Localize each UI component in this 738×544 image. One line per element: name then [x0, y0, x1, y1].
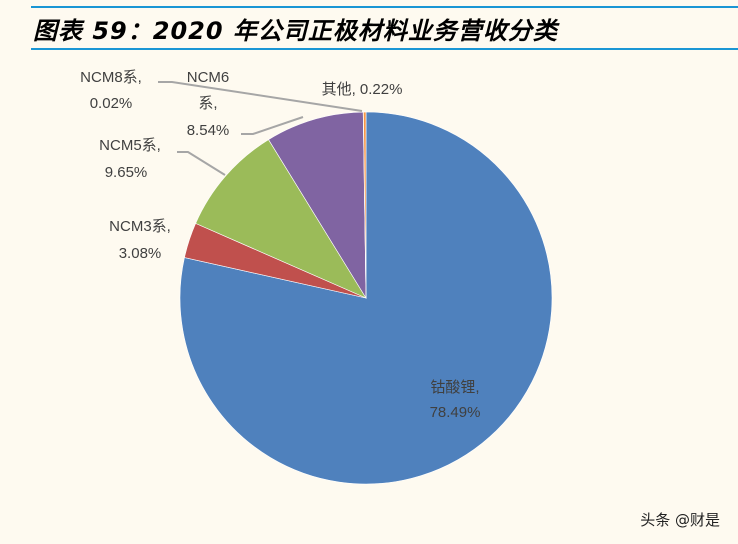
label-other: 其他, 0.22% [322, 81, 403, 98]
label-ncm8-name: NCM8系, [80, 69, 142, 86]
label-ncm6-series: 系, [198, 95, 217, 112]
label-ncm3-value: 3.08% [119, 245, 162, 262]
label-licoo2-name: 钴酸锂, [430, 379, 479, 396]
page-title: 图表 59：2020 年公司正极材料业务营收分类 [33, 17, 558, 45]
watermark: 头条 @财是 [640, 511, 720, 529]
label-ncm8-value: 0.02% [90, 95, 133, 112]
label-ncm5-name: NCM5系, [99, 137, 161, 154]
label-ncm5-value: 9.65% [105, 164, 148, 181]
label-licoo2-value: 78.49% [430, 404, 481, 421]
label-ncm6-name: NCM6 [187, 69, 230, 86]
pie-slice-5 [363, 111, 367, 299]
leader-lines [158, 81, 363, 176]
leader-line-ncm8 [158, 81, 363, 112]
label-ncm6-value: 8.54% [187, 122, 230, 139]
pie-slice-2 [195, 139, 367, 299]
leader-line-ncm5 [177, 151, 226, 176]
pie-slices [179, 111, 553, 485]
data-labels: 钴酸锂, 78.49% NCM3系, 3.08% NCM5系, 9.65% NC… [80, 69, 480, 421]
label-ncm3-name: NCM3系, [109, 218, 171, 235]
title-bottom-rule [31, 48, 738, 50]
title-top-rule [31, 6, 738, 8]
pie-slice-3 [268, 111, 367, 300]
leader-line-ncm6 [241, 116, 304, 135]
